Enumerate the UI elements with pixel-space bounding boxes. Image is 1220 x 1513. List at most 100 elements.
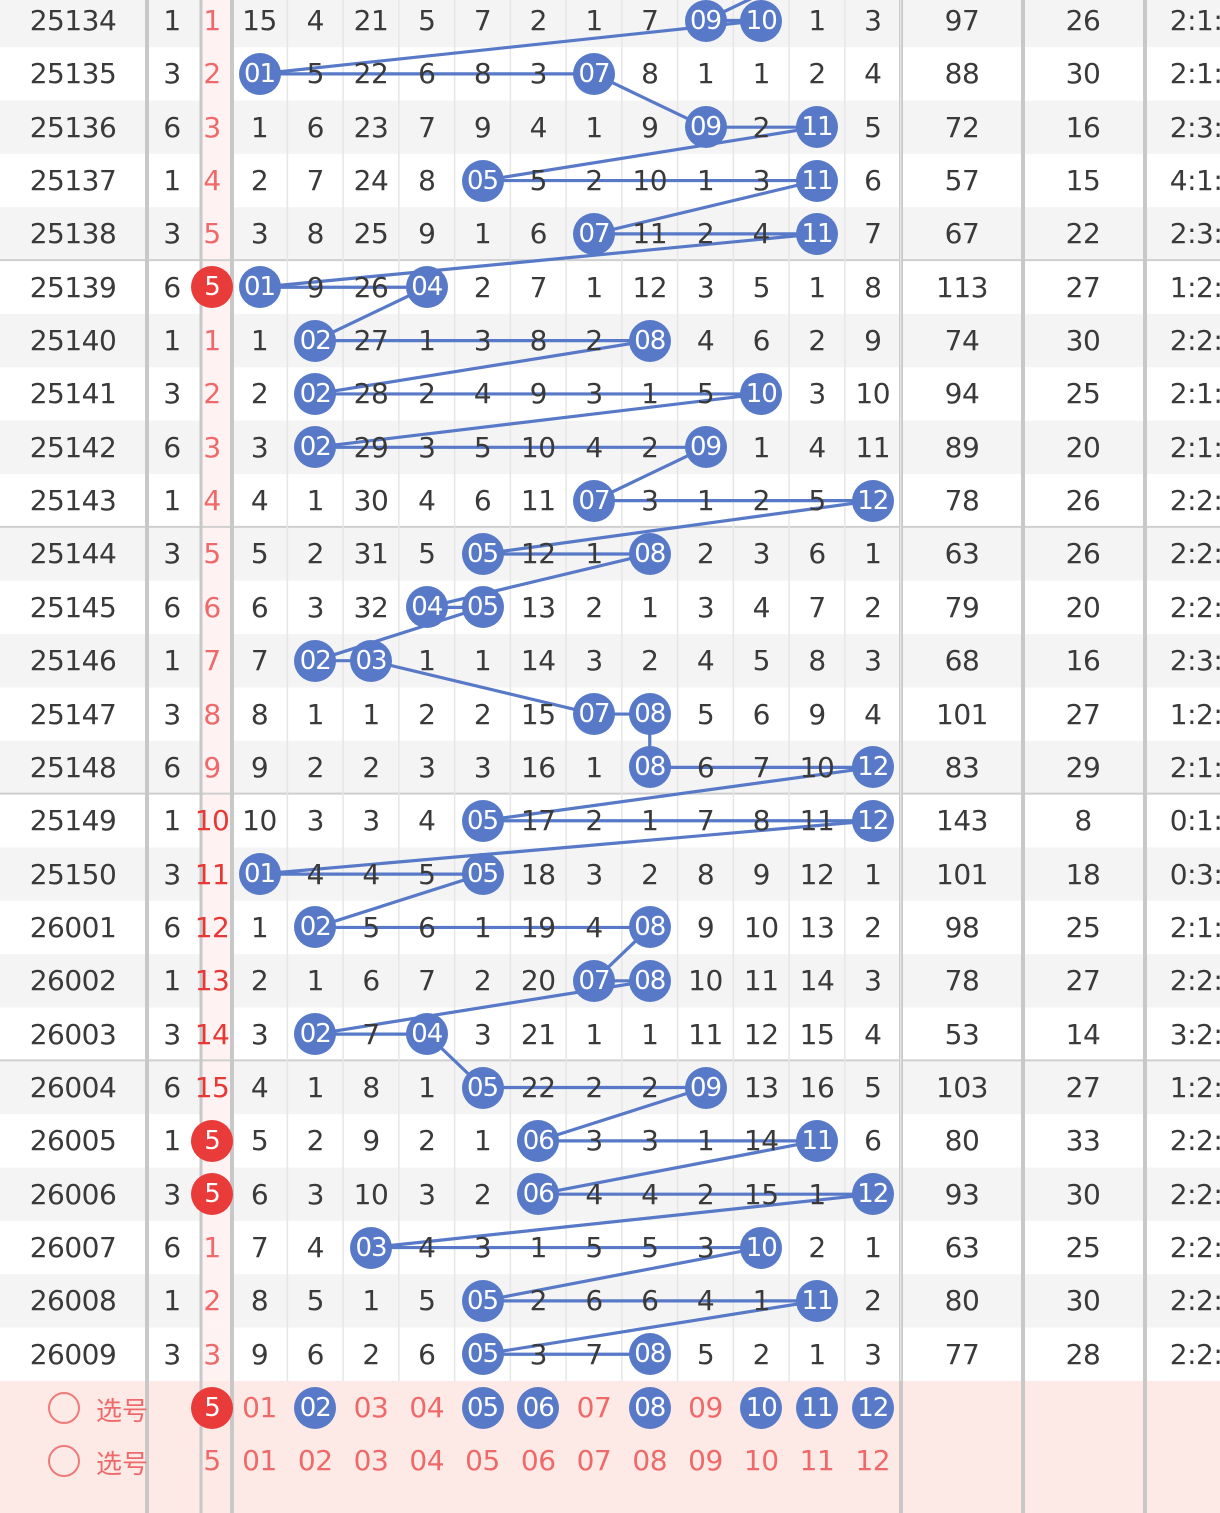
number-pick[interactable]: 07 bbox=[576, 1444, 612, 1478]
select-label[interactable]: 选号 bbox=[96, 1449, 149, 1480]
trend-segment bbox=[259, 232, 818, 289]
span-value: 22 bbox=[1065, 217, 1101, 251]
column-divider bbox=[1021, 0, 1025, 1513]
cell-value: 23 bbox=[353, 110, 389, 144]
number-pick[interactable]: 11 bbox=[799, 1444, 835, 1478]
select-label[interactable]: 选号 bbox=[96, 1396, 149, 1427]
number-pick-selected[interactable]: 06 bbox=[517, 1386, 560, 1429]
hit-ball: 10 bbox=[740, 0, 783, 42]
number-pick[interactable]: 05 bbox=[465, 1444, 500, 1478]
number-pick[interactable]: 02 bbox=[297, 1444, 333, 1478]
ratio-value: 1:2: bbox=[1169, 270, 1220, 304]
cell-value: 2 bbox=[306, 1124, 325, 1158]
cell-value: 3 bbox=[418, 750, 436, 784]
cell-value: 9 bbox=[752, 857, 771, 891]
number-pick[interactable]: 09 bbox=[688, 1391, 723, 1425]
cell-value: 4 bbox=[473, 377, 492, 411]
cell-value: 1 bbox=[163, 1284, 181, 1318]
cell-value: 13 bbox=[194, 964, 230, 998]
sum-value: 72 bbox=[944, 110, 980, 144]
number-pick[interactable]: 10 bbox=[743, 1444, 779, 1478]
cell-value: 3 bbox=[752, 164, 771, 198]
cell-value: 5 bbox=[585, 1231, 603, 1265]
number-pick-selected[interactable]: 12 bbox=[851, 1386, 894, 1429]
cell-value: 32 bbox=[353, 590, 389, 624]
cell-value: 6 bbox=[641, 1284, 659, 1318]
cell-value: 1 bbox=[250, 324, 269, 358]
cell-value: 1 bbox=[808, 4, 826, 37]
hit-ball: 09 bbox=[684, 106, 727, 149]
cell-value: 3 bbox=[203, 110, 221, 144]
cell-value: 5 bbox=[696, 1337, 715, 1371]
span-value: 18 bbox=[1065, 857, 1101, 891]
column-divider bbox=[1143, 0, 1147, 1513]
cell-value: 1 bbox=[250, 110, 269, 144]
sum-value: 89 bbox=[944, 430, 980, 464]
cell-value: 21 bbox=[520, 1017, 556, 1051]
trend-segment bbox=[314, 605, 483, 663]
hit-ball: 01 bbox=[238, 266, 281, 309]
cell-value: 3 bbox=[864, 644, 882, 678]
cell-value: 1 bbox=[473, 910, 492, 944]
cell-value: 14 bbox=[520, 644, 556, 678]
cell-value: 6 bbox=[163, 110, 181, 144]
cell-value: 1 bbox=[808, 1177, 826, 1211]
cell-value: 9 bbox=[250, 1337, 269, 1371]
number-pick[interactable]: 12 bbox=[855, 1444, 891, 1478]
number-pick[interactable]: 06 bbox=[520, 1444, 556, 1478]
cell-value: 1 bbox=[585, 537, 603, 571]
number-pick[interactable]: 03 bbox=[353, 1444, 389, 1478]
cell-value: 31 bbox=[353, 537, 389, 571]
hit-ball: 02 bbox=[294, 372, 337, 415]
ratio-value: 2:2: bbox=[1169, 590, 1220, 624]
hit-ball: 5 bbox=[191, 266, 233, 309]
cell-value: 3 bbox=[203, 1337, 221, 1371]
cell-value: 1 bbox=[306, 1070, 325, 1104]
cell-value: 27 bbox=[353, 324, 389, 358]
cell-value: 24 bbox=[353, 164, 389, 198]
cell-value: 4 bbox=[418, 1231, 436, 1265]
cell-value: 8 bbox=[250, 1284, 269, 1318]
ratio-value: 2:1: bbox=[1169, 910, 1220, 944]
cell-value: 1 bbox=[418, 644, 436, 678]
number-pick-selected[interactable]: 05 bbox=[461, 1386, 504, 1429]
cell-value: 4 bbox=[696, 1284, 715, 1318]
cell-value: 9 bbox=[203, 750, 221, 784]
cell-value: 2 bbox=[585, 804, 603, 838]
number-pick-selected[interactable]: 02 bbox=[294, 1386, 337, 1429]
trend-segment bbox=[482, 765, 873, 823]
cell-value: 10 bbox=[855, 377, 891, 411]
number-pick-selected[interactable]: 10 bbox=[740, 1386, 783, 1429]
c2-tint bbox=[201, 1274, 231, 1328]
number-pick[interactable]: 07 bbox=[576, 1391, 612, 1425]
span-value: 29 bbox=[1065, 750, 1101, 784]
cell-value: 1 bbox=[585, 750, 603, 784]
number-pick[interactable]: 09 bbox=[688, 1444, 723, 1478]
number-pick[interactable]: 04 bbox=[409, 1391, 445, 1425]
number-pick-selected[interactable]: 08 bbox=[628, 1386, 671, 1429]
cell-value: 3 bbox=[696, 590, 715, 624]
number-pick[interactable]: 01 bbox=[242, 1391, 277, 1425]
cell-value: 12 bbox=[743, 1017, 779, 1051]
number-pick[interactable]: 08 bbox=[632, 1444, 668, 1478]
cell-value: 3 bbox=[163, 217, 181, 251]
cell-value: 3 bbox=[808, 377, 826, 411]
c2-tint bbox=[201, 580, 231, 635]
number-pick[interactable]: 01 bbox=[242, 1444, 277, 1478]
cell-value: 9 bbox=[808, 697, 826, 731]
select-radio[interactable] bbox=[48, 1391, 80, 1424]
cell-value: 2 bbox=[473, 964, 492, 998]
cell-value: 5 bbox=[473, 430, 492, 464]
sum-value: 63 bbox=[944, 537, 980, 571]
c2-tint bbox=[201, 1007, 231, 1061]
number-pick-selected[interactable]: 11 bbox=[796, 1386, 838, 1429]
cell-value: 4 bbox=[585, 910, 603, 944]
cell-value: 2 bbox=[641, 1070, 659, 1104]
number-pick[interactable]: 03 bbox=[353, 1391, 389, 1425]
hit-ball: 10 bbox=[740, 372, 783, 415]
ratio-value: 2:2: bbox=[1169, 1177, 1220, 1211]
hit-ball: 08 bbox=[628, 1333, 671, 1376]
select-radio[interactable] bbox=[48, 1444, 80, 1477]
number-pick[interactable]: 04 bbox=[409, 1444, 445, 1478]
sum-value: 78 bbox=[944, 964, 980, 998]
